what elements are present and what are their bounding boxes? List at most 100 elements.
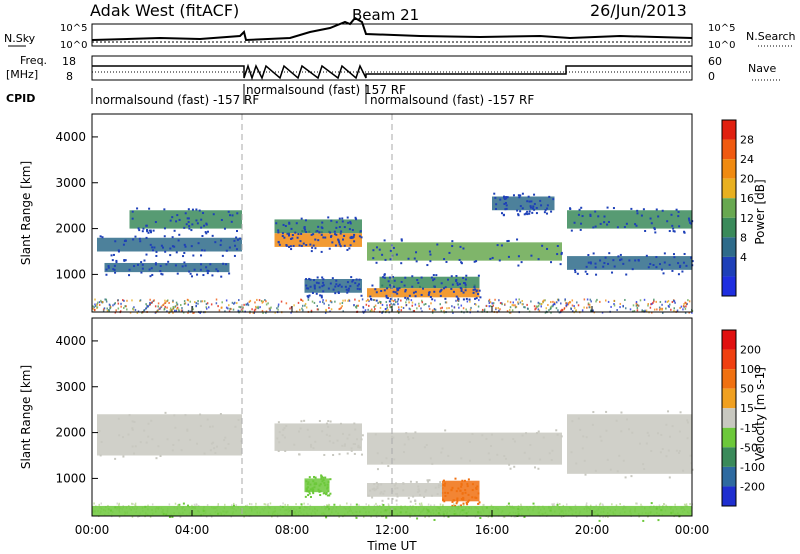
fringe-cell bbox=[312, 244, 315, 247]
fringe-cell bbox=[237, 418, 240, 421]
noise-cell bbox=[549, 306, 552, 309]
noise-cell bbox=[265, 300, 267, 303]
noise-cell bbox=[387, 308, 389, 311]
noise-cell bbox=[653, 308, 656, 311]
noise-cell bbox=[270, 306, 272, 309]
fringe-cell bbox=[464, 488, 467, 491]
noise-cell bbox=[682, 308, 684, 311]
noise-cell bbox=[104, 298, 106, 301]
noise-cell bbox=[424, 303, 427, 306]
noise-cell bbox=[683, 303, 685, 306]
fringe-cell bbox=[603, 221, 606, 224]
fringe-cell bbox=[420, 276, 423, 279]
fringe-cell bbox=[460, 482, 463, 485]
fringe-cell bbox=[504, 202, 507, 205]
fringe-cell bbox=[326, 486, 329, 489]
noise-cell bbox=[137, 310, 140, 313]
noise-cell bbox=[108, 303, 111, 306]
noise-cell bbox=[368, 304, 370, 307]
noise-cell bbox=[93, 502, 95, 505]
fringe-cell bbox=[560, 253, 563, 256]
noise-cell bbox=[641, 310, 643, 313]
fringe-cell bbox=[160, 272, 163, 275]
fringe-cell bbox=[286, 232, 289, 235]
fringe-cell bbox=[334, 292, 337, 295]
noise-cell bbox=[243, 515, 245, 518]
colorbar-swatch bbox=[722, 330, 736, 350]
colorbar-label: 20 bbox=[740, 173, 754, 186]
noise-cell bbox=[342, 299, 344, 302]
fringe-cell bbox=[381, 253, 384, 256]
fringe-cell bbox=[178, 218, 181, 221]
fringe-cell bbox=[209, 425, 212, 428]
noise-cell bbox=[118, 515, 121, 518]
noise-cell bbox=[192, 308, 194, 311]
fringe-cell bbox=[587, 261, 590, 264]
noise-cell bbox=[535, 307, 537, 310]
noise-cell bbox=[373, 504, 376, 507]
fringe-cell bbox=[354, 428, 357, 431]
noise-cell bbox=[483, 308, 486, 311]
fringe-cell bbox=[202, 509, 205, 512]
noise-cell bbox=[251, 308, 253, 311]
noise-cell bbox=[619, 503, 621, 506]
fringe-cell bbox=[491, 256, 494, 259]
fringe-cell bbox=[300, 244, 303, 247]
noise-cell bbox=[410, 299, 413, 302]
noise-cell bbox=[267, 503, 269, 506]
fringe-cell bbox=[473, 260, 476, 263]
noise-cell bbox=[670, 308, 672, 311]
noise-cell bbox=[567, 303, 570, 306]
fringe-cell bbox=[351, 280, 354, 283]
noise-cell bbox=[267, 302, 269, 305]
fringe-cell bbox=[523, 213, 526, 216]
fringe-cell bbox=[475, 486, 478, 489]
noise-cell bbox=[632, 304, 635, 307]
fringe-cell bbox=[322, 284, 325, 287]
fringe-cell bbox=[340, 285, 343, 288]
fringe-cell bbox=[128, 274, 131, 277]
noise-cell bbox=[624, 307, 627, 310]
noise-cell bbox=[641, 309, 643, 312]
fringe-cell bbox=[387, 465, 390, 468]
noise-cell bbox=[166, 306, 168, 309]
noise-cell bbox=[125, 305, 127, 308]
noise-cell bbox=[456, 299, 459, 302]
date-title: 26/Jun/2013 bbox=[590, 1, 687, 20]
fringe-cell bbox=[517, 194, 520, 197]
fringe-cell bbox=[535, 206, 538, 209]
noise-cell bbox=[590, 309, 592, 312]
fringe-cell bbox=[496, 244, 499, 247]
fringe-cell bbox=[472, 288, 475, 291]
noise-cell bbox=[676, 309, 679, 312]
noise-cell bbox=[137, 515, 139, 518]
noise-cell bbox=[103, 307, 106, 310]
fringe-cell bbox=[358, 446, 361, 449]
fringe-cell bbox=[530, 200, 533, 203]
fringe-cell bbox=[192, 254, 195, 257]
fringe-cell bbox=[343, 244, 346, 247]
fringe-cell bbox=[314, 247, 317, 250]
fringe-cell bbox=[343, 443, 346, 446]
fringe-cell bbox=[521, 192, 524, 195]
fringe-cell bbox=[571, 420, 574, 423]
noise-cell bbox=[586, 298, 589, 301]
fringe-cell bbox=[427, 510, 430, 513]
fringe-cell bbox=[589, 262, 592, 265]
noise-cell bbox=[134, 502, 137, 505]
fringe-cell bbox=[173, 414, 176, 417]
fringe-cell bbox=[174, 264, 177, 267]
fringe-cell bbox=[175, 251, 178, 254]
noise-cell bbox=[668, 303, 671, 306]
fringe-cell bbox=[349, 244, 352, 247]
fringe-cell bbox=[205, 232, 208, 235]
fringe-cell bbox=[382, 276, 385, 279]
fringe-cell bbox=[180, 449, 183, 452]
noise-cell bbox=[424, 515, 426, 518]
fringe-cell bbox=[390, 435, 393, 438]
fringe-cell bbox=[569, 207, 572, 210]
fringe-cell bbox=[207, 269, 210, 272]
fringe-cell bbox=[297, 430, 300, 433]
fringe-cell bbox=[203, 452, 206, 455]
